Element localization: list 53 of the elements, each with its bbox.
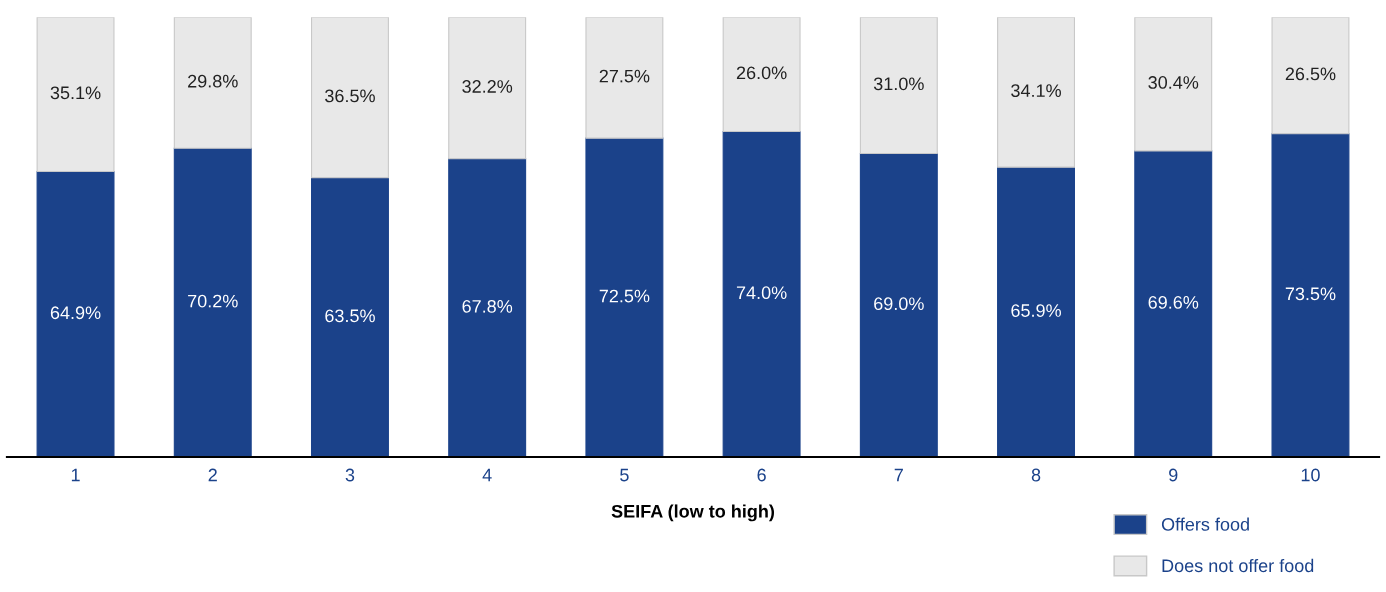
x-axis-title: SEIFA (low to high) [611, 504, 775, 522]
bar [859, 152, 938, 458]
bar [36, 17, 115, 173]
data-label: 70.2% [188, 294, 238, 308]
x-tick-label: 1 [71, 468, 80, 482]
data-label: 63.5% [325, 309, 375, 323]
legend-label: Offers food [1161, 517, 1249, 531]
x-tick-label: 6 [757, 468, 766, 482]
data-label: 31.0% [873, 77, 924, 91]
data-label: 34.1% [1011, 84, 1061, 98]
data-label: 73.5% [1285, 287, 1336, 301]
bar [173, 147, 252, 458]
data-label: 30.4% [1148, 76, 1199, 89]
bar [585, 137, 664, 458]
x-tick-label: 7 [894, 468, 903, 482]
x-tick-label: 8 [1031, 468, 1041, 482]
bar [36, 171, 115, 458]
bar [448, 17, 527, 160]
x-tick-label: 4 [482, 468, 492, 482]
data-label: 67.8% [462, 299, 513, 313]
bar [1134, 17, 1213, 152]
bar [1271, 133, 1350, 458]
data-label: 26.0% [736, 66, 787, 80]
data-label: 69.6% [1148, 296, 1199, 309]
data-label: 32.2% [462, 80, 513, 93]
x-tick-label: 2 [208, 468, 217, 482]
data-label: 27.5% [599, 69, 650, 83]
x-tick-label: 9 [1169, 468, 1178, 482]
data-label: 64.9% [50, 306, 101, 320]
x-tick-label: 3 [345, 468, 355, 482]
bar [722, 17, 801, 133]
data-label: 36.5% [325, 89, 375, 103]
bar [1271, 17, 1350, 135]
bar [585, 17, 664, 139]
bar [997, 166, 1076, 458]
data-label: 69.0% [874, 297, 924, 311]
data-label: 29.8% [188, 74, 238, 88]
bar [859, 17, 938, 155]
legend-label: Does not offer food [1162, 558, 1314, 573]
x-tick-label: 5 [620, 468, 629, 482]
bar [722, 130, 801, 458]
data-label: 74.0% [736, 286, 787, 300]
x-tick-label: 10 [1301, 468, 1320, 482]
bar [1134, 150, 1213, 458]
bar [310, 17, 389, 179]
bar [997, 17, 1076, 168]
data-label: 35.1% [50, 86, 101, 100]
bar [310, 177, 389, 458]
bar [173, 17, 252, 149]
data-label: 26.5% [1285, 67, 1336, 81]
data-label: 65.9% [1011, 304, 1061, 317]
bar [448, 158, 527, 458]
data-label: 72.5% [599, 289, 650, 303]
